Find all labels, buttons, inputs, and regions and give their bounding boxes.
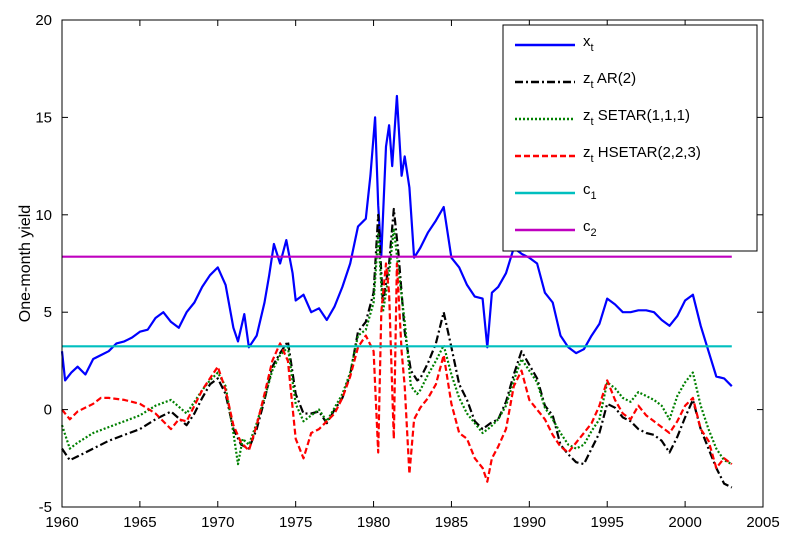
x-tick-label: 1960 bbox=[45, 514, 78, 531]
x-tick-label: 1995 bbox=[591, 514, 624, 531]
series-line-0 bbox=[60, 94, 733, 387]
x-tick-label: 1980 bbox=[357, 514, 390, 531]
x-tick-label: 1965 bbox=[123, 514, 156, 531]
legend-label-2: zt SETAR(1,1,1) bbox=[583, 107, 690, 128]
x-tick-label: 1985 bbox=[435, 514, 468, 531]
legend-label-5: c2 bbox=[583, 218, 597, 239]
y-tick-label: 0 bbox=[44, 402, 52, 419]
legend-label-0: xt bbox=[583, 33, 594, 54]
x-tick-label: 1990 bbox=[513, 514, 546, 531]
y-tick-label: 20 bbox=[35, 12, 52, 29]
y-tick-label: -5 bbox=[39, 499, 52, 516]
legend-label-4: c1 bbox=[583, 181, 597, 202]
legend-label-1: zt AR(2) bbox=[583, 70, 636, 91]
y-tick-label: 5 bbox=[44, 304, 52, 321]
x-tick-label: 1970 bbox=[201, 514, 234, 531]
y-axis-label: One-month yield bbox=[17, 205, 34, 322]
x-tick-label: 1975 bbox=[279, 514, 312, 531]
legend-label-3: zt HSETAR(2,2,3) bbox=[583, 144, 701, 165]
y-tick-label: 10 bbox=[35, 207, 52, 224]
x-tick-label: 2005 bbox=[746, 514, 779, 531]
series-line-1 bbox=[61, 207, 733, 489]
x-tick-label: 2000 bbox=[668, 514, 701, 531]
y-tick-label: 15 bbox=[35, 109, 52, 126]
legend-box bbox=[502, 24, 758, 252]
plot-frame bbox=[61, 19, 764, 508]
series-line-3 bbox=[61, 262, 733, 483]
